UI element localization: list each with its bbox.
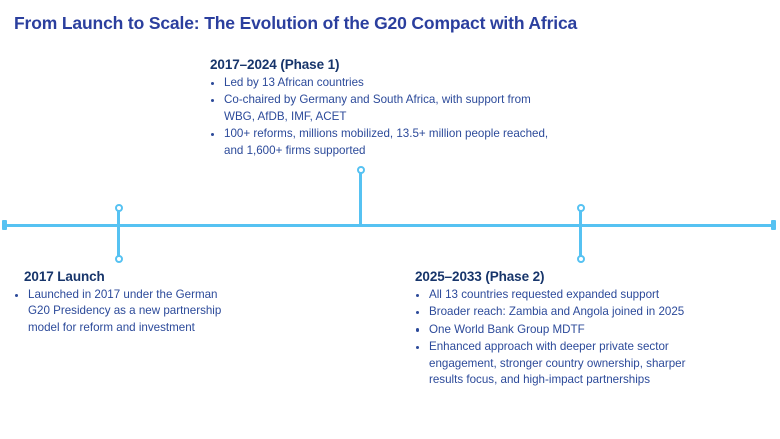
launch-heading: 2017 Launch: [24, 269, 105, 284]
node-stem: [359, 170, 362, 226]
bullet-dot-icon: [211, 81, 215, 85]
phase-2-heading: 2025–2033 (Phase 2): [415, 269, 545, 284]
list-item-text: Broader reach: Zambia and Angola joined …: [429, 305, 685, 319]
list-item-text: Launched in 2017 under the German G20 Pr…: [28, 288, 222, 334]
phase-1-bullet-list: Led by 13 African countries Co-chaired b…: [208, 75, 558, 159]
list-item-text: 100+ reforms, millions mobilized, 13.5+ …: [224, 127, 549, 157]
node-dot-top-icon: [576, 204, 585, 212]
bullet-dot-icon: [211, 98, 215, 103]
axis-right-cap-icon: [771, 220, 776, 230]
list-item: One World Bank Group MDTF: [413, 322, 713, 338]
node-stem: [579, 208, 582, 259]
bullet-dot-icon: [416, 310, 420, 315]
page-title: From Launch to Scale: The Evolution of t…: [14, 13, 578, 33]
bullet-dot-icon: [15, 293, 19, 297]
bullet-dot-icon: [416, 345, 420, 349]
phase-1-heading: 2017–2024 (Phase 1): [210, 57, 340, 72]
list-item: All 13 countries requested expanded supp…: [413, 287, 713, 303]
list-item-text: Enhanced approach with deeper private se…: [429, 340, 686, 387]
list-item-text: Led by 13 African countries: [224, 76, 364, 89]
node-dot-bottom-icon: [576, 255, 585, 263]
launch-bullet-list: Launched in 2017 under the German G20 Pr…: [12, 287, 237, 336]
timeline-axis: [0, 220, 780, 230]
list-item: Broader reach: Zambia and Angola joined …: [413, 304, 713, 320]
list-item: Enhanced approach with deeper private se…: [413, 339, 713, 388]
phase-2-block: 2025–2033 (Phase 2) All 13 countries req…: [413, 269, 713, 389]
node-dot-bottom-icon: [114, 255, 123, 263]
timeline-node-launch[interactable]: [114, 204, 123, 263]
list-item: Co-chaired by Germany and South Africa, …: [208, 92, 558, 125]
phase-2-bullet-list: All 13 countries requested expanded supp…: [413, 287, 713, 388]
bullet-dot-icon: [416, 293, 420, 297]
list-item-text: One World Bank Group MDTF: [429, 322, 585, 336]
phase-1-block: 2017–2024 (Phase 1) Led by 13 African co…: [208, 57, 558, 160]
node-dot-top-icon: [356, 166, 365, 174]
timeline-axis-line: [6, 224, 774, 227]
node-stem: [117, 208, 120, 259]
list-item: Launched in 2017 under the German G20 Pr…: [12, 287, 237, 336]
axis-left-cap-icon: [2, 220, 7, 230]
list-item-text: Co-chaired by Germany and South Africa, …: [224, 93, 531, 123]
timeline-node-phase-2[interactable]: [576, 204, 585, 263]
list-item-text: All 13 countries requested expanded supp…: [429, 288, 660, 301]
launch-block: 2017 Launch Launched in 2017 under the G…: [12, 269, 237, 337]
bullet-dot-icon: [416, 328, 420, 332]
list-item: Led by 13 African countries: [208, 75, 558, 91]
list-item: 100+ reforms, millions mobilized, 13.5+ …: [208, 126, 558, 159]
bullet-dot-icon: [211, 132, 215, 136]
timeline-node-phase-1[interactable]: [356, 166, 365, 226]
node-dot-top-icon: [114, 204, 123, 212]
